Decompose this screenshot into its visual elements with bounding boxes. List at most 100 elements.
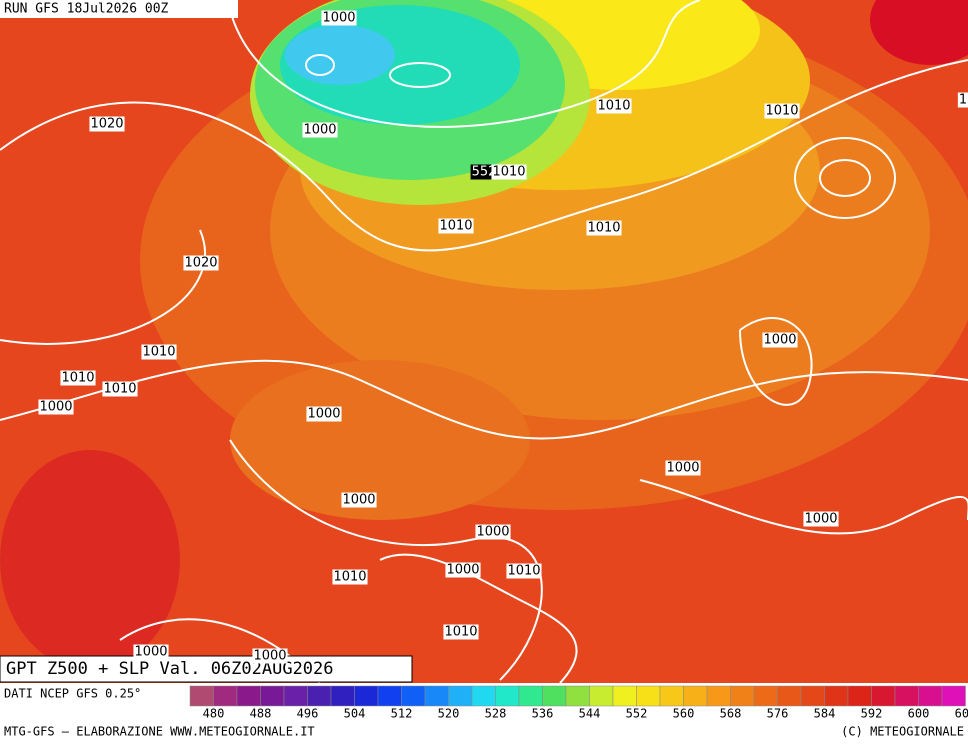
color-swatch [659,685,684,707]
scale-tick-label: 536 [532,707,554,721]
color-swatch [612,685,637,707]
color-swatch [777,685,802,707]
map [0,0,968,683]
isobar-label: 1020 [90,117,123,132]
color-swatch [495,685,520,707]
label-box [475,524,511,540]
color-swatch [941,685,966,707]
footer-left: MTG-GFS — ELABORAZIONE WWW.METEOGIORNALE… [4,725,315,739]
isobar-label: 1010 [103,382,136,397]
run-label: RUN GFS 18Jul2026 00Z [4,2,169,17]
color-swatch [518,685,543,707]
label-box [491,164,527,180]
scale-tick-label: 576 [767,707,789,721]
scale-tick-label: 552 [626,707,648,721]
isobar-label: 1000 [446,563,479,578]
isobar-label: 1000 [39,400,72,415]
label-box [341,492,377,508]
color-swatch [307,685,332,707]
scale-tick-label: 584 [814,707,836,721]
isobar-label: 1000 [303,123,336,138]
color-swatch [260,685,285,707]
scale-tick-label: 592 [861,707,883,721]
label-box [506,563,542,579]
color-swatch [824,685,849,707]
color-swatch [636,685,661,707]
label-box [133,644,169,660]
isobar-label: 1010 [333,570,366,585]
color-swatch [283,685,308,707]
isobar-label: 1000 [342,493,375,508]
isobar-label: 1010 [492,165,525,180]
label-box [596,98,632,114]
isobar-label: 1010 [507,564,540,579]
color-swatch [236,685,261,707]
label-box [762,332,798,348]
isobar-label: 1010 [765,104,798,119]
label-box [438,218,474,234]
isobar-label: 1000 [666,461,699,476]
label-box [443,624,479,640]
scale-tick-label: 560 [673,707,695,721]
color-swatch [448,685,473,707]
color-swatch [354,685,379,707]
label-box [470,164,498,180]
isobar-label: 1010 [587,221,620,236]
label-box [102,381,138,397]
label-box [445,562,481,578]
scale-tick-label: 600 [908,707,930,721]
label-box [764,103,800,119]
isobar-label: 1000 [134,645,167,660]
label-box [252,648,288,664]
color-swatch [189,685,214,707]
label-box [665,460,701,476]
isobar-label: 1000 [307,407,340,422]
isobar-label: 1010 [142,345,175,360]
color-swatch [330,685,355,707]
label-box [957,92,968,108]
isobar-label: 1 [959,93,967,108]
data-source: DATI NCEP GFS 0.25° [4,687,141,701]
scale-tick-label: 496 [297,707,319,721]
scale-tick-label: 520 [438,707,460,721]
color-swatch [800,685,825,707]
isobar-label: 1000 [804,512,837,527]
label-box [141,344,177,360]
color-swatch [377,685,402,707]
label-box [321,10,357,26]
color-swatch [706,685,731,707]
color-swatch [918,685,943,707]
scale-tick-label: 488 [250,707,272,721]
isobar-label: 1000 [322,11,355,26]
scale-tick-label: 528 [485,707,507,721]
color-swatch [753,685,778,707]
isobar-label: 1020 [184,256,217,271]
color-swatch [401,685,426,707]
isobar-label: 1010 [597,99,630,114]
color-swatch [589,685,614,707]
color-swatch [894,685,919,707]
isobar-label: 1010 [61,371,94,386]
scale-tick-label: 608 [955,707,968,721]
color-swatch [730,685,755,707]
label-box [332,569,368,585]
map-title: GPT Z500 + SLP Val. 06Z02AUG2026 [6,659,334,679]
color-swatch [565,685,590,707]
color-swatch [683,685,708,707]
title-box [0,655,413,683]
scale-tick-label: 504 [344,707,366,721]
label-box [89,116,125,132]
scale-tick-label: 480 [203,707,225,721]
footer-right: (C) METEOGIORNALE [841,725,964,739]
color-swatch [542,685,567,707]
isobar-label: 1000 [253,649,286,664]
color-swatch [871,685,896,707]
color-swatch [847,685,872,707]
label-box [803,511,839,527]
label-box [183,255,219,271]
color-swatch [213,685,238,707]
color-swatch [471,685,496,707]
color-swatch [424,685,449,707]
